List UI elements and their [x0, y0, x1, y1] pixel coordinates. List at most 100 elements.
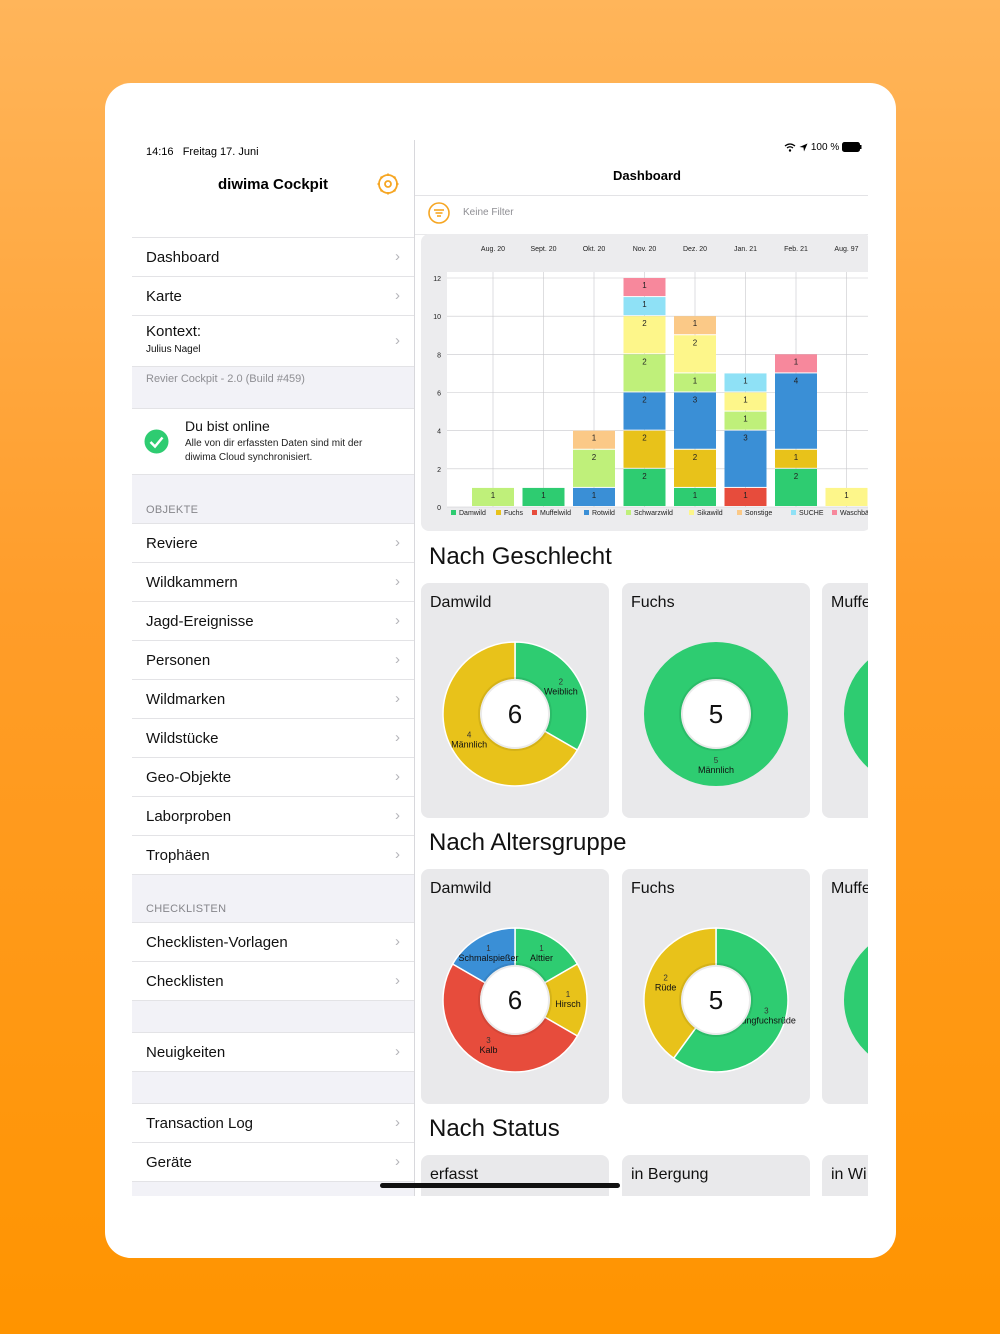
- legend-label: Damwild: [459, 510, 486, 517]
- slice-name-label: Jungfuchsrüde: [737, 1015, 796, 1025]
- legend-label: Sikawild: [697, 510, 723, 517]
- chevron-right-icon: ›: [395, 1043, 400, 1060]
- news-group: Neuigkeiten ›: [132, 1032, 414, 1072]
- sidebar-item-wildmarken[interactable]: Wildmarken ›: [132, 680, 414, 719]
- sidebar-item-neuigkeiten[interactable]: Neuigkeiten ›: [132, 1033, 414, 1072]
- bar-segment: [825, 487, 868, 506]
- status-card-third[interactable]: in Wi: [822, 1155, 868, 1196]
- slice-name-label: Weiblich: [544, 687, 578, 697]
- filter-icon[interactable]: [428, 202, 450, 224]
- sidebar-item-dashboard[interactable]: Dashboard ›: [132, 238, 414, 277]
- bar-segment: [674, 335, 716, 373]
- donut-card-damwild-age[interactable]: Damwild 1 Alttier 1 Hirsch 3 Kalb 1 Schmalspieß…: [421, 869, 609, 1104]
- sidebar-item-checklisten-vorlagen[interactable]: Checklisten-Vorlagen ›: [132, 923, 414, 962]
- home-indicator[interactable]: [380, 1183, 620, 1188]
- sidebar-item-geo-objekte[interactable]: Geo-Objekte ›: [132, 758, 414, 797]
- donut-total: 6: [508, 985, 522, 1015]
- status-card-in-bergung[interactable]: in Bergung: [622, 1155, 810, 1196]
- card-title: Fuchs: [631, 880, 675, 897]
- x-tick-label: Aug. 20: [481, 246, 505, 253]
- donut-center: [478, 677, 552, 751]
- chevron-right-icon: ›: [395, 287, 400, 304]
- bar-segment: [775, 468, 817, 506]
- sidebar-item-label: Geo-Objekte: [146, 769, 232, 786]
- bar-value-label: 2: [642, 357, 647, 366]
- sidebar-item-wildkammern[interactable]: Wildkammern ›: [132, 563, 414, 602]
- donut-center: [679, 677, 753, 751]
- bar-segment: [674, 449, 716, 487]
- bar-value-label: 2: [642, 472, 647, 481]
- donut-chart: [844, 660, 868, 768]
- bar-segment: [573, 449, 615, 487]
- donut-center: [478, 963, 552, 1037]
- slice-name-label: Kalb: [479, 1045, 497, 1055]
- bar-segment: [623, 297, 666, 316]
- bar-value-label: 4: [794, 376, 799, 385]
- sidebar-item-checklisten[interactable]: Checklisten ›: [132, 962, 414, 1001]
- sidebar-item-personen[interactable]: Personen ›: [132, 641, 414, 680]
- bar-value-label: 1: [541, 491, 546, 500]
- y-tick-label: 6: [437, 391, 441, 398]
- sidebar-item-label: Reviere: [146, 535, 198, 552]
- donut-total: 5: [709, 699, 723, 729]
- legend-swatch: [626, 510, 631, 515]
- bar-value-label: 1: [794, 453, 799, 462]
- version-text: Revier Cockpit - 2.0 (Build #459): [146, 373, 305, 385]
- location-arrow-icon: [799, 143, 808, 152]
- donut-card-fuchs-age[interactable]: Fuchs 3 Jungfuchsrüde 2 Rüde 5: [622, 869, 810, 1104]
- status-card-erfasst[interactable]: erfasst: [421, 1155, 609, 1196]
- sidebar-item-laborproben[interactable]: Laborproben ›: [132, 797, 414, 836]
- status-indicators: 100 %: [784, 142, 862, 153]
- slice-name-label: Männlich: [451, 740, 487, 750]
- y-tick-label: 0: [437, 505, 441, 512]
- sidebar-item-karte[interactable]: Karte ›: [132, 277, 414, 316]
- slice-name-label: Männlich: [698, 765, 734, 775]
- sidebar-item-label: Checklisten: [146, 973, 224, 990]
- chevron-right-icon: ›: [395, 534, 400, 551]
- wifi-icon: [784, 143, 796, 152]
- bar-segment: [623, 468, 666, 506]
- x-tick-label: Dez. 20: [683, 246, 707, 253]
- bar-segment: [472, 487, 514, 506]
- sidebar-item-jagd-ereignisse[interactable]: Jagd-Ereignisse ›: [132, 602, 414, 641]
- filter-text: Keine Filter: [463, 207, 514, 218]
- chevron-right-icon: ›: [395, 573, 400, 590]
- donut-card-muffe-gender[interactable]: Muffe: [822, 583, 868, 818]
- bar-value-label: 1: [743, 396, 748, 405]
- sidebar-item-geraete[interactable]: Geräte ›: [132, 1143, 414, 1182]
- bar-value-label: 1: [743, 376, 748, 385]
- main-panel: 100 % Dashboard Keine Filter 0 2 4 6 8 10 12 Au…: [415, 140, 868, 1196]
- bar-segment: [775, 449, 817, 468]
- x-tick-label: Feb. 21: [784, 246, 808, 253]
- sidebar-item-label: Personen: [146, 652, 211, 669]
- checklists-group: Checklisten-Vorlagen › Checklisten ›: [132, 922, 414, 1001]
- sidebar-item-trophaeen[interactable]: Trophäen ›: [132, 836, 414, 875]
- section-header-objekte: OBJEKTE: [146, 504, 199, 516]
- bar-segment: [623, 316, 666, 354]
- bar-value-label: 1: [642, 281, 647, 290]
- legend-swatch: [689, 510, 694, 515]
- sidebar-item-wildstuecke[interactable]: Wildstücke ›: [132, 719, 414, 758]
- legend-swatch: [832, 510, 837, 515]
- bar-segment: [674, 316, 716, 335]
- settings-gear-icon[interactable]: [376, 172, 400, 196]
- bar-value-label: 1: [693, 319, 698, 328]
- donut-card-muffe-age[interactable]: Muffe: [822, 869, 868, 1104]
- section-title-status: Nach Status: [429, 1115, 560, 1142]
- chevron-right-icon: ›: [395, 768, 400, 785]
- sidebar-item-reviere[interactable]: Reviere ›: [132, 524, 414, 563]
- y-tick-label: 8: [437, 352, 441, 359]
- legend-swatch: [532, 510, 537, 515]
- donut-card-damwild-gender[interactable]: Damwild 2 Weiblich 4 Männlich 6: [421, 583, 609, 818]
- card-title: Damwild: [430, 594, 492, 611]
- bar-value-label: 3: [743, 434, 748, 443]
- donut-card-fuchs-gender[interactable]: Fuchs 5 Männlich 5: [622, 583, 810, 818]
- section-title-gender: Nach Geschlecht: [429, 543, 612, 570]
- chevron-right-icon: ›: [395, 332, 400, 349]
- chevron-right-icon: ›: [395, 807, 400, 824]
- chevron-right-icon: ›: [395, 690, 400, 707]
- sidebar-item-context[interactable]: Kontext: Julius Nagel ›: [132, 316, 414, 367]
- sidebar-item-transaction-log[interactable]: Transaction Log ›: [132, 1104, 414, 1143]
- bar-segment: [674, 487, 716, 506]
